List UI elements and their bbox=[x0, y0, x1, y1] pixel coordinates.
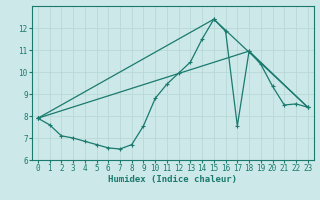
X-axis label: Humidex (Indice chaleur): Humidex (Indice chaleur) bbox=[108, 175, 237, 184]
